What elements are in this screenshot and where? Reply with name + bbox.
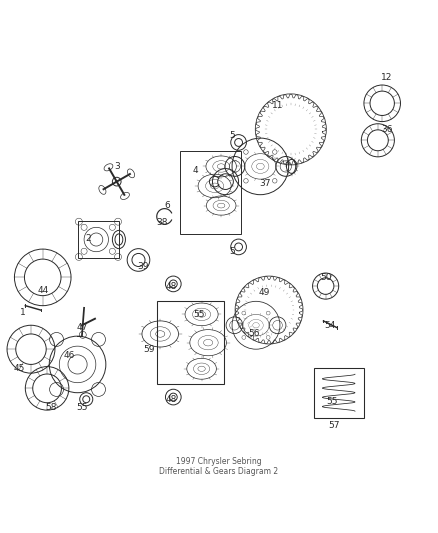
Text: 48: 48 [166, 395, 177, 403]
Bar [180, 151, 241, 234]
Text: 3: 3 [114, 162, 120, 171]
Text: 46: 46 [63, 351, 74, 360]
Text: 55: 55 [194, 310, 205, 319]
Text: 58: 58 [46, 403, 57, 413]
Text: 54: 54 [324, 321, 336, 330]
Text: 55: 55 [76, 403, 88, 413]
Text: 12: 12 [381, 72, 392, 82]
Text: 55: 55 [326, 397, 338, 406]
Text: 36: 36 [381, 125, 392, 134]
Text: 44: 44 [37, 286, 48, 295]
Text: 2: 2 [85, 233, 91, 243]
Text: 6: 6 [164, 201, 170, 210]
Text: 47: 47 [76, 323, 88, 332]
Text: 50: 50 [320, 273, 332, 282]
Text: 5: 5 [229, 247, 235, 256]
Text: 45: 45 [13, 364, 25, 373]
Text: 56: 56 [248, 329, 260, 338]
Text: 4: 4 [192, 166, 198, 175]
Text: 38: 38 [157, 219, 168, 228]
Text: 49: 49 [259, 288, 270, 297]
Text: 39: 39 [137, 262, 148, 271]
Text: 1: 1 [20, 308, 26, 317]
Bar [78, 221, 119, 258]
Text: 48: 48 [166, 281, 177, 290]
Text: 1997 Chrysler Sebring
Differential & Gears Diagram 2: 1997 Chrysler Sebring Differential & Gea… [159, 457, 279, 477]
Bar [157, 301, 224, 384]
Bar [314, 368, 364, 418]
Text: 57: 57 [328, 421, 340, 430]
Text: 11: 11 [272, 101, 283, 110]
Text: 59: 59 [144, 345, 155, 354]
Text: 37: 37 [259, 179, 270, 188]
Text: 5: 5 [229, 132, 235, 140]
